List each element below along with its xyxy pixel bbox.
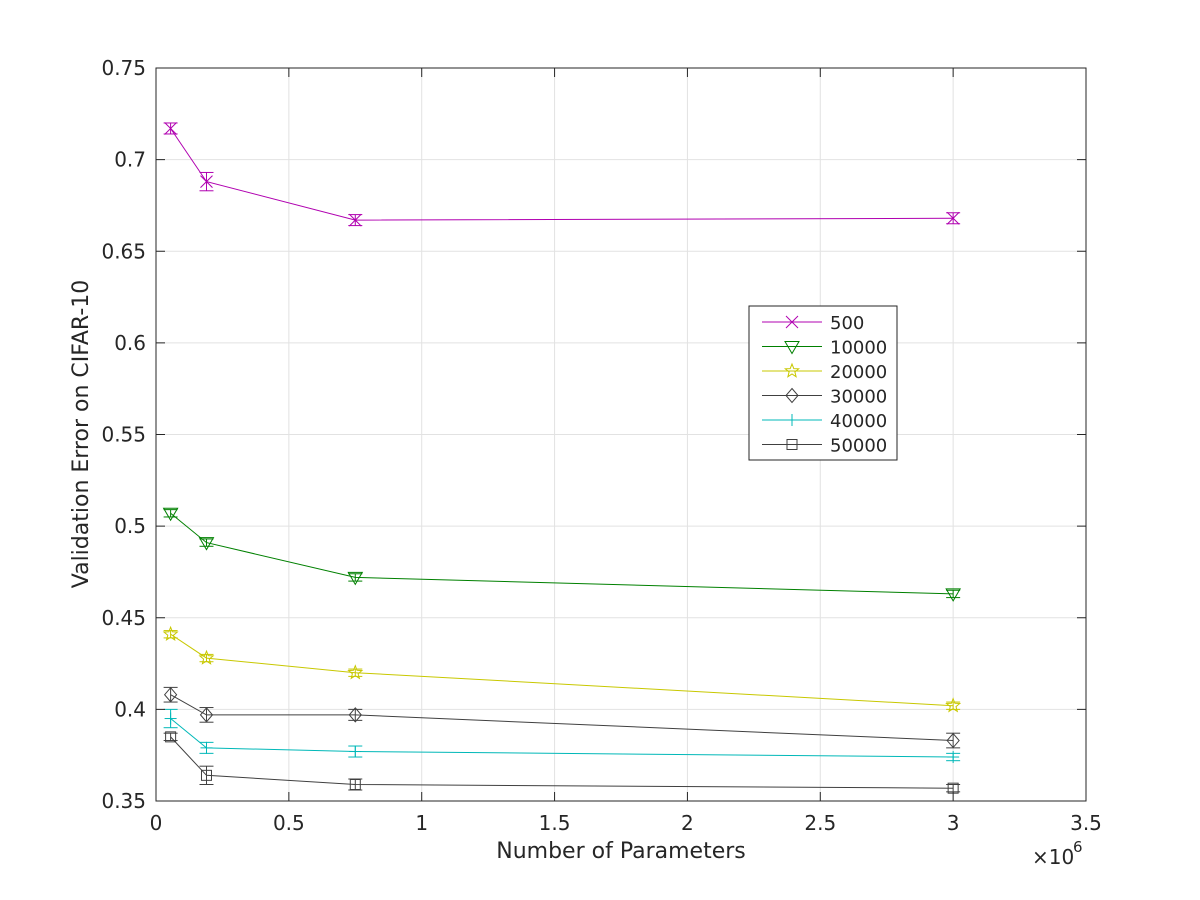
x-exponent-base: ×10 [1032, 845, 1074, 869]
y-axis-label: Validation Error on CIFAR-10 [69, 280, 94, 589]
error-bar [348, 573, 363, 582]
data-point [200, 175, 213, 188]
x-exponent-power: 6 [1073, 838, 1083, 856]
ticks [155, 67, 1087, 802]
error-bar [199, 653, 214, 663]
x-axis-exponent: ×10 6 [1032, 838, 1083, 869]
series-500 [163, 122, 961, 227]
legend-marker [784, 341, 800, 355]
legend-marker [785, 387, 799, 404]
x-axis-label: Number of Parameters [496, 839, 746, 864]
data-point [347, 571, 364, 586]
x-tick-label: 3.5 [1070, 811, 1102, 835]
legend-marker [783, 362, 801, 378]
data-point [348, 213, 362, 227]
legend-item: 500 [762, 313, 864, 334]
data-point [165, 731, 177, 743]
data-point [198, 537, 215, 551]
y-tick-label: 0.65 [101, 239, 146, 263]
legend-item: 40000 [762, 411, 887, 432]
series-10000 [162, 507, 962, 602]
data-point [199, 707, 214, 723]
series-20000 [162, 625, 962, 713]
legend-item: 10000 [762, 338, 887, 359]
y-tick-label: 0.6 [114, 331, 146, 355]
series-line [170, 718, 954, 758]
data-point [198, 649, 215, 665]
series-line [170, 512, 954, 595]
series-line [170, 736, 954, 789]
data-point [946, 732, 960, 749]
legend-label: 50000 [830, 436, 887, 457]
legend: 500 10000 20000 30000 40000 50000 [748, 305, 898, 461]
error-bar [946, 589, 961, 599]
series-line [170, 128, 954, 221]
data-point [349, 779, 361, 791]
legend-label: 30000 [830, 387, 887, 408]
y-tick-label: 0.45 [101, 606, 146, 630]
x-tick-label: 2 [681, 811, 694, 835]
y-tick-label: 0.7 [114, 148, 146, 172]
data-point [200, 741, 213, 754]
legend-label: 500 [830, 313, 864, 334]
legend-label: 40000 [830, 411, 887, 432]
series-layer [162, 122, 962, 794]
series-line [170, 633, 954, 707]
data-point [162, 507, 179, 522]
x-tick-label: 3 [947, 811, 960, 835]
error-bar [163, 509, 178, 518]
y-tick-label: 0.35 [101, 789, 146, 813]
grid [156, 68, 1086, 801]
legend-marker [786, 439, 798, 450]
data-point [348, 707, 362, 723]
series-40000 [163, 708, 961, 764]
error-bar [199, 765, 214, 786]
y-tick-label: 0.75 [101, 56, 146, 80]
data-point [947, 751, 960, 764]
data-point [200, 769, 212, 781]
legend-marker [786, 414, 798, 426]
y-tick-label: 0.55 [101, 423, 146, 447]
data-point [945, 588, 962, 602]
y-tick-label: 0.5 [114, 514, 146, 538]
data-point [945, 697, 962, 713]
series-30000 [163, 686, 961, 749]
legend-marker [785, 315, 799, 329]
x-tick-label: 2.5 [804, 811, 836, 835]
legend-box [748, 305, 898, 461]
data-point [164, 122, 177, 135]
error-bar [199, 538, 214, 547]
legend-item: 30000 [762, 387, 887, 408]
legend-label: 20000 [830, 362, 887, 383]
data-point [347, 664, 364, 680]
tick-labels: 0 0.5 1 1.5 2 2.5 3 3.5 0.35 0.4 0.45 0.5 0.55 0.6 0.6… [101, 56, 1101, 835]
x-tick-label: 0.5 [273, 811, 305, 835]
data-point [164, 712, 177, 725]
x-tick-label: 1.5 [539, 811, 571, 835]
x-tick-label: 1 [415, 811, 428, 835]
data-point [163, 686, 178, 703]
series-50000 [163, 731, 961, 794]
data-point [946, 211, 960, 225]
error-bar [348, 708, 363, 721]
legend-label: 10000 [830, 338, 887, 359]
legend-item: 20000 [762, 362, 887, 383]
x-tick-label: 0 [150, 811, 163, 835]
y-tick-label: 0.4 [114, 697, 146, 721]
legend-item: 50000 [762, 436, 887, 457]
series-line [170, 694, 954, 741]
data-point [162, 625, 179, 642]
data-point [349, 745, 362, 758]
